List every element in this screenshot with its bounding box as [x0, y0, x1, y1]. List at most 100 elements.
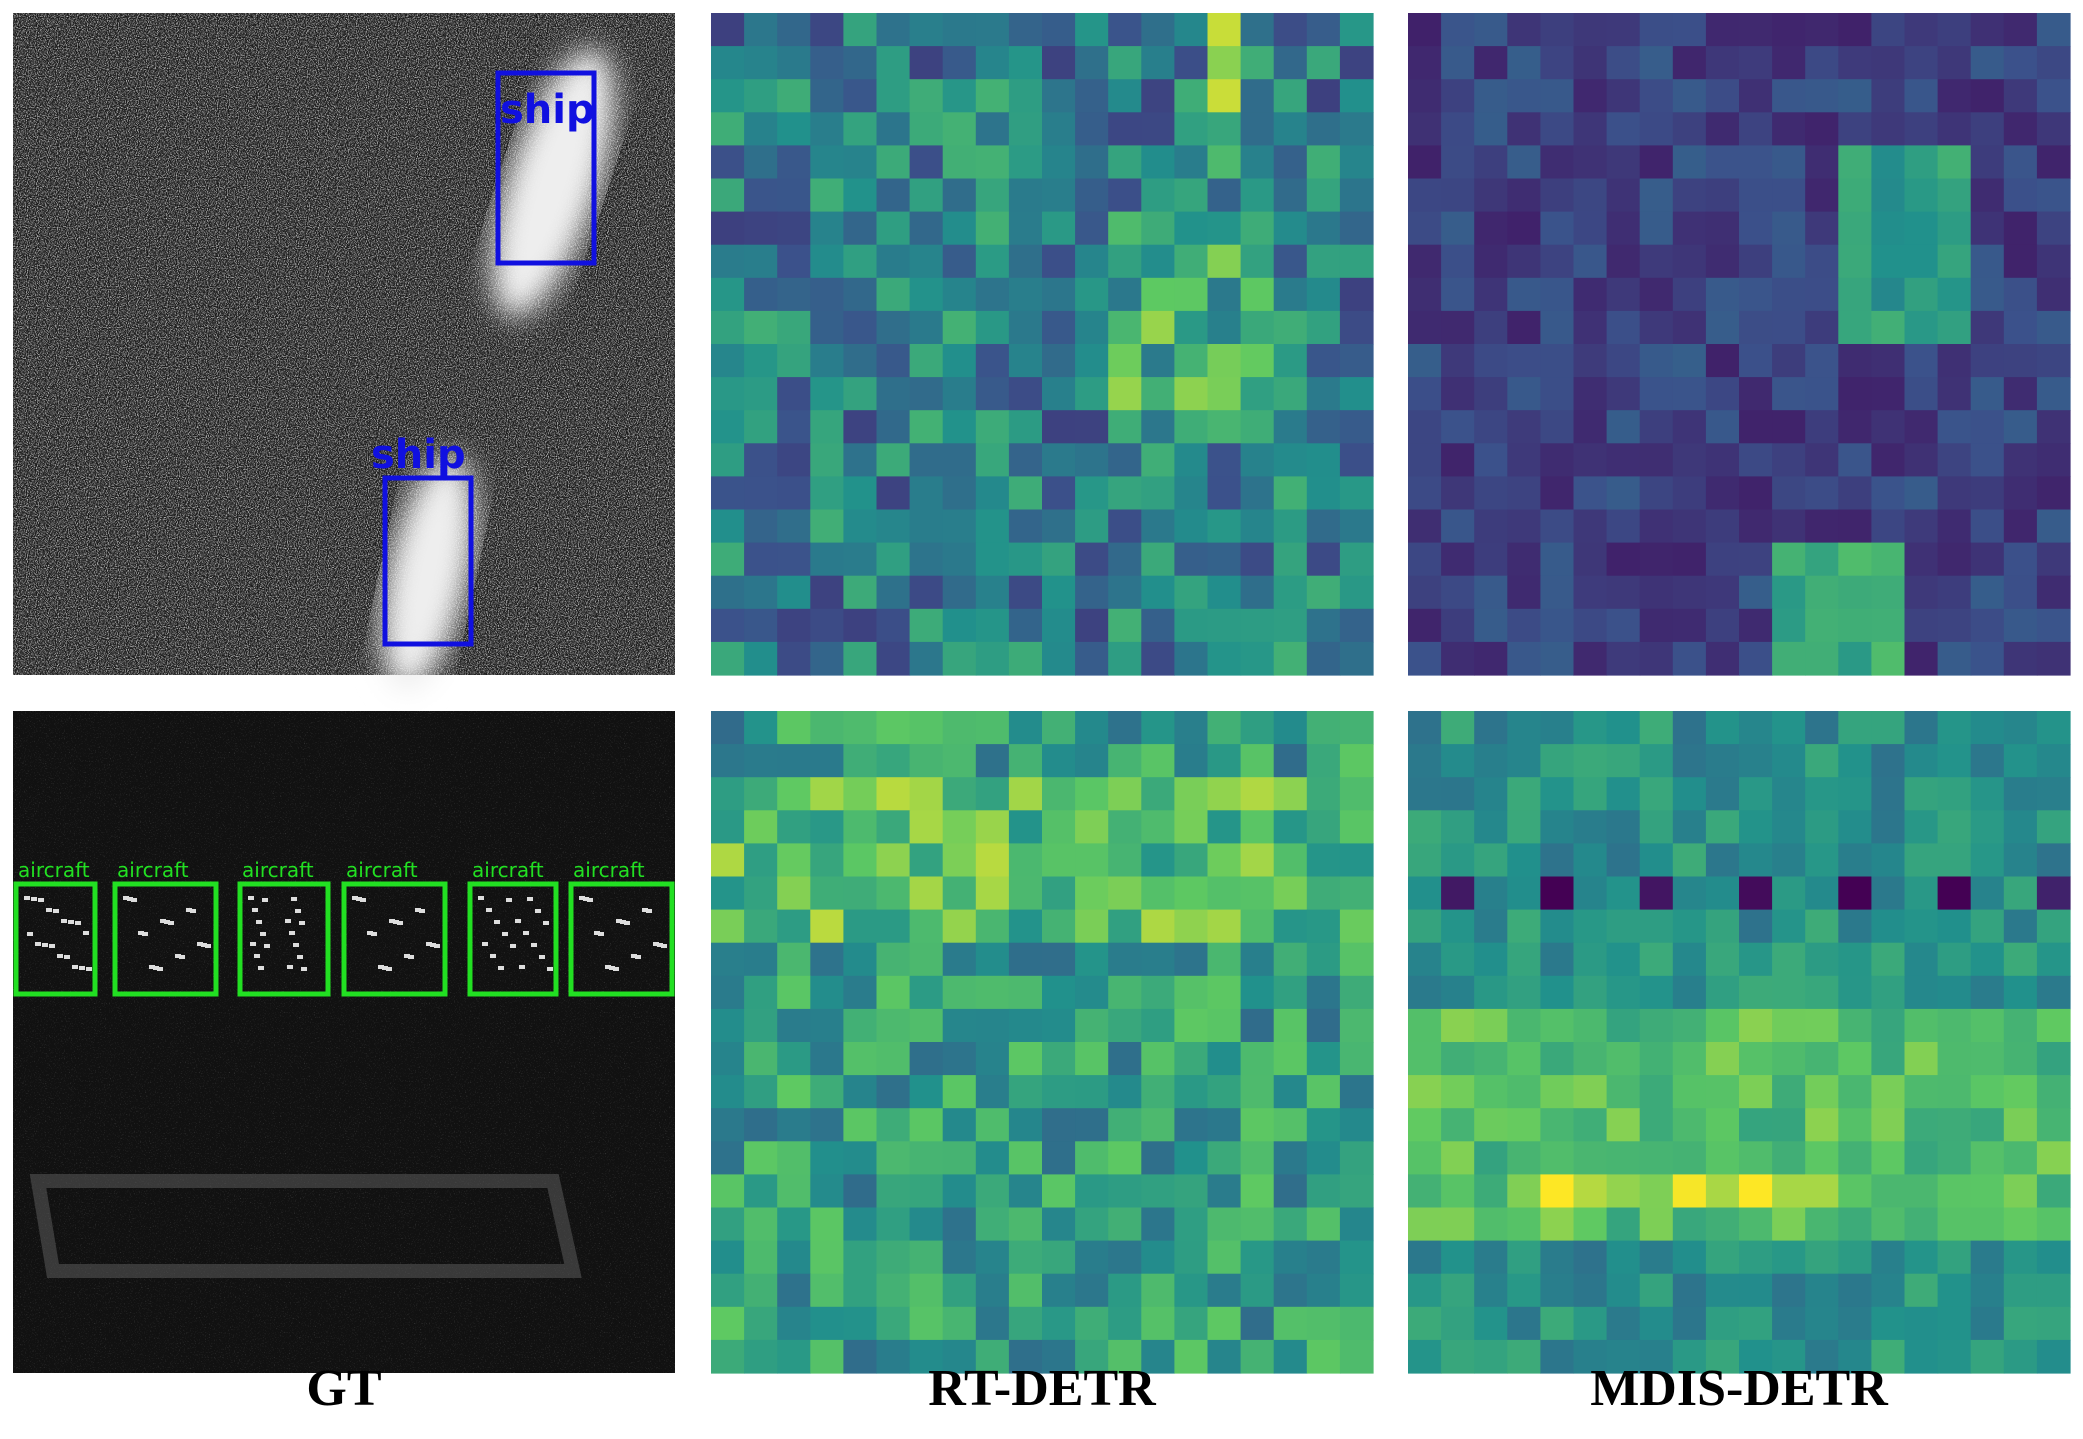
heat-cell	[1904, 178, 1939, 213]
heat-cell	[1672, 244, 1707, 279]
heat-cell	[1772, 1141, 1806, 1175]
heat-cell	[1639, 344, 1674, 378]
heat-cell	[2003, 145, 2038, 180]
heat-cell	[1273, 509, 1308, 544]
heat-cell	[1474, 843, 1508, 878]
heat-cell	[1507, 1174, 1541, 1209]
heat-cell	[1008, 1207, 1043, 1242]
heat-cell	[2003, 178, 2038, 213]
heat-cell	[1207, 1008, 1242, 1043]
heat-cell	[876, 1240, 911, 1275]
heat-cell	[1540, 1141, 1575, 1175]
heat-cell	[1606, 641, 1641, 676]
heat-cell	[2003, 1008, 2038, 1043]
heat-cell	[744, 1306, 778, 1341]
heat-cell	[1672, 13, 1707, 47]
heat-cell	[1008, 876, 1043, 911]
heat-cell	[1141, 79, 1175, 113]
speckle	[594, 931, 600, 935]
heat-cell	[1474, 1075, 1508, 1109]
speckle	[72, 965, 78, 969]
heat-cell	[2036, 942, 2071, 977]
heat-cell	[1772, 211, 1806, 246]
heat-cell	[1174, 344, 1209, 378]
heat-cell	[777, 1273, 811, 1308]
heat-cell	[1838, 112, 1872, 146]
heat-cell	[1739, 810, 1773, 844]
heat-cell	[810, 310, 844, 345]
heat-cell	[1306, 310, 1341, 345]
heat-cell	[1838, 79, 1872, 113]
heat-cell	[2003, 1042, 2038, 1076]
heat-cell	[1207, 1240, 1242, 1275]
heat-cell	[1441, 1075, 1475, 1109]
heat-cell	[1838, 277, 1872, 312]
speckle	[609, 966, 615, 970]
heat-cell	[1606, 1141, 1641, 1175]
heat-cell	[1441, 178, 1475, 213]
heat-cell	[1507, 211, 1541, 246]
heat-cell	[744, 975, 778, 1010]
heat-cell	[1838, 744, 1872, 778]
heat-cell	[1108, 79, 1142, 113]
heat-cell	[1207, 211, 1242, 246]
heat-cell	[1240, 1339, 1275, 1374]
heat-cell	[744, 13, 778, 47]
heat-cell	[1838, 509, 1872, 544]
heat-cell	[1705, 13, 1740, 47]
heat-cell	[1174, 942, 1209, 977]
heat-cell	[1970, 410, 2005, 444]
heatmap-mdisdetr	[1408, 13, 2071, 676]
heat-cell	[744, 542, 778, 577]
heat-cell	[843, 310, 878, 345]
heat-cell	[1075, 1273, 1109, 1308]
heat-cell	[1739, 178, 1773, 213]
heat-cell	[975, 112, 1010, 146]
heat-cell	[1306, 975, 1341, 1010]
heat-cell	[909, 542, 944, 577]
heat-cell	[2003, 942, 2038, 977]
heat-cell	[744, 1339, 778, 1374]
heat-cell	[1207, 1075, 1242, 1109]
heat-cell	[1838, 777, 1872, 811]
heat-cell	[1606, 79, 1641, 113]
heat-cell	[843, 542, 878, 577]
heat-cell	[909, 744, 944, 778]
heat-cell	[1240, 909, 1275, 944]
heat-cell	[1108, 1141, 1142, 1175]
heat-cell	[1240, 1108, 1275, 1142]
heat-cell	[810, 1108, 844, 1142]
heat-cell	[1306, 744, 1341, 778]
heat-cell	[810, 344, 844, 378]
heat-cell	[1339, 443, 1374, 477]
heat-cell	[1573, 843, 1608, 878]
heat-cell	[1174, 178, 1209, 213]
heat-cell	[1540, 975, 1575, 1010]
heat-cell	[810, 1240, 844, 1275]
heat-cell	[1306, 46, 1341, 80]
heat-cell	[1573, 711, 1608, 745]
heat-cell	[711, 876, 745, 911]
heat-cell	[711, 608, 745, 643]
heat-cell	[1540, 777, 1575, 811]
heat-cell	[777, 909, 811, 944]
heat-cell	[909, 909, 944, 944]
heat-cell	[1672, 608, 1707, 643]
speckle	[38, 898, 44, 902]
heat-cell	[975, 1306, 1010, 1341]
heat-cell	[2003, 344, 2038, 378]
heat-cell	[1408, 79, 1442, 113]
heat-cell	[1639, 1075, 1674, 1109]
heat-cell	[744, 744, 778, 778]
heat-cell	[1838, 476, 1872, 511]
heat-cell	[1008, 1141, 1043, 1175]
heat-cell	[2003, 476, 2038, 511]
heat-cell	[1838, 608, 1872, 643]
heat-cell	[1306, 377, 1341, 411]
heat-cell	[1174, 277, 1209, 312]
heat-cell	[1772, 13, 1806, 47]
heat-cell	[2036, 1273, 2071, 1308]
heat-cell	[1739, 1141, 1773, 1175]
speckle	[295, 909, 301, 913]
heat-cell	[1970, 711, 2005, 745]
